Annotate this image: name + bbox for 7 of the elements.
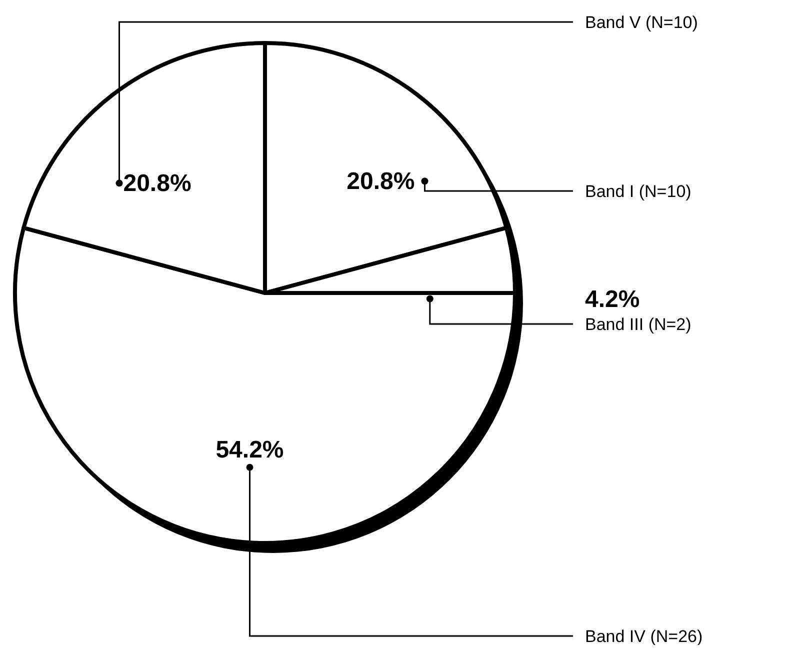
data-label: 20.8% <box>346 168 415 196</box>
slice-label: Band I (N=10) <box>585 182 692 201</box>
slice-label: Band V (N=10) <box>585 13 698 32</box>
data-label: 54.2% <box>216 436 284 464</box>
data-label: 20.8% <box>123 170 192 198</box>
slice-label: Band III (N=2) <box>585 315 692 334</box>
data-label: 4.2% <box>585 286 640 313</box>
